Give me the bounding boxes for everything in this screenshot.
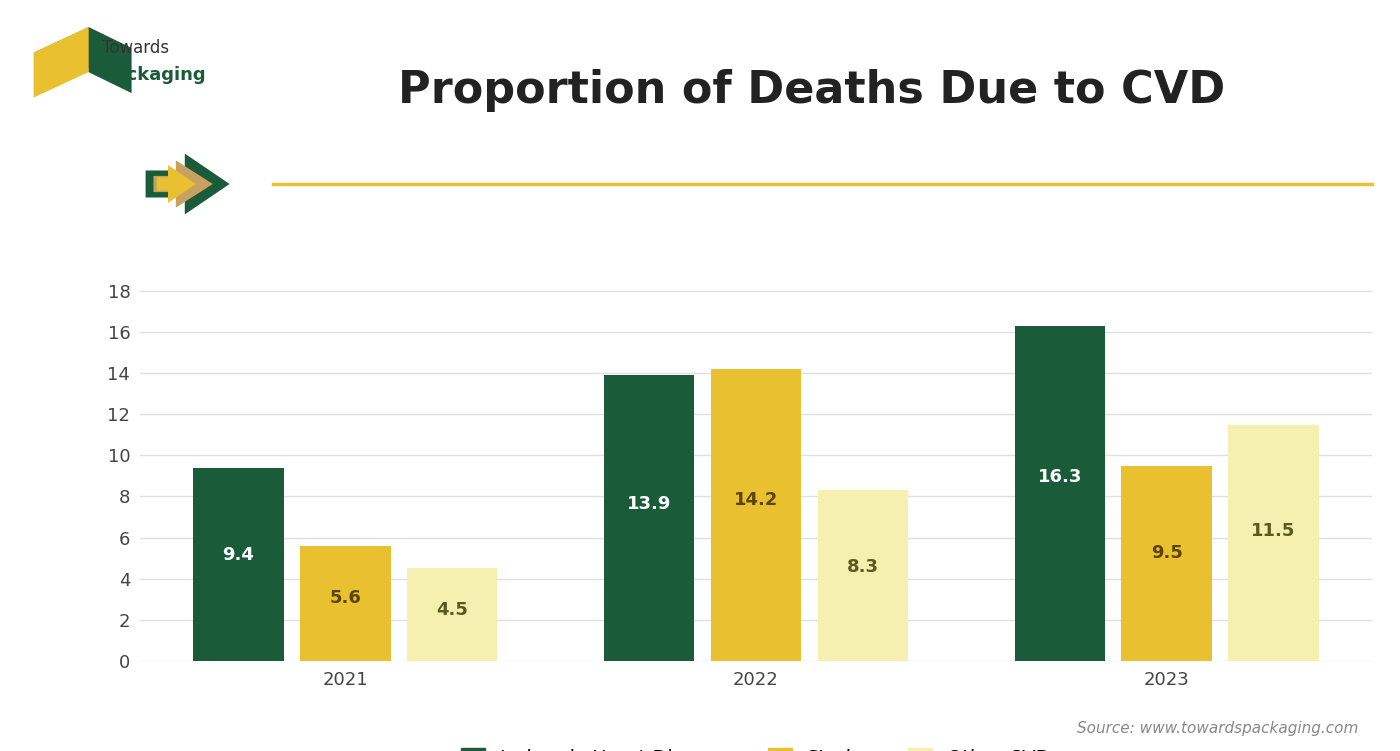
Text: Towards: Towards bbox=[102, 39, 169, 57]
Bar bbox=[1228, 424, 1319, 661]
Text: Packaging: Packaging bbox=[102, 66, 206, 84]
Polygon shape bbox=[146, 154, 230, 215]
Polygon shape bbox=[34, 27, 88, 98]
Text: 4.5: 4.5 bbox=[437, 601, 468, 619]
Bar bbox=[711, 369, 801, 661]
Polygon shape bbox=[157, 165, 196, 203]
Bar bbox=[1121, 466, 1212, 661]
Text: Source: www.towardspackaging.com: Source: www.towardspackaging.com bbox=[1077, 721, 1358, 736]
Text: 11.5: 11.5 bbox=[1252, 522, 1295, 540]
Text: Proportion of Deaths Due to CVD: Proportion of Deaths Due to CVD bbox=[399, 68, 1225, 112]
Text: 13.9: 13.9 bbox=[627, 495, 672, 513]
Bar bbox=[603, 376, 694, 661]
Bar bbox=[407, 569, 497, 661]
Text: 16.3: 16.3 bbox=[1037, 468, 1082, 486]
Text: 8.3: 8.3 bbox=[847, 558, 879, 576]
Text: 5.6: 5.6 bbox=[329, 589, 361, 607]
Bar bbox=[300, 546, 391, 661]
Legend: Ischemic Heart Disease, Stroke, Other CVD: Ischemic Heart Disease, Stroke, Other CV… bbox=[454, 740, 1058, 751]
Polygon shape bbox=[88, 27, 132, 93]
Text: 14.2: 14.2 bbox=[734, 491, 778, 509]
Text: 9.4: 9.4 bbox=[223, 546, 255, 563]
Polygon shape bbox=[154, 161, 213, 208]
Bar bbox=[818, 490, 909, 661]
Bar bbox=[1015, 326, 1105, 661]
Polygon shape bbox=[34, 27, 132, 74]
Text: 9.5: 9.5 bbox=[1151, 544, 1183, 562]
Bar bbox=[193, 468, 284, 661]
